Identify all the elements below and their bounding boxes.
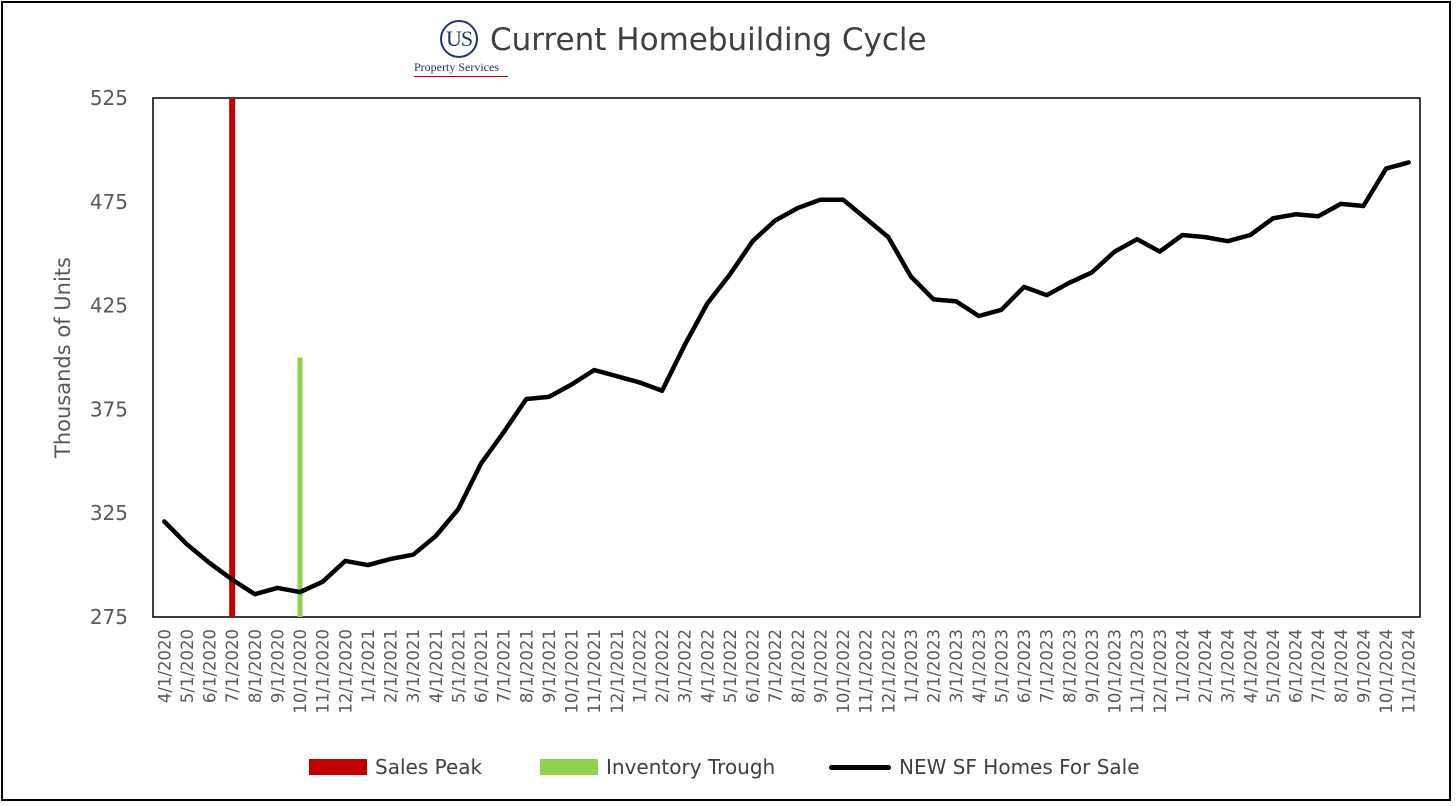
legend-swatch-inventory-trough (540, 759, 598, 775)
y-tick-label: 325 (90, 501, 128, 525)
x-tick-label: 5/1/2020 (178, 629, 197, 703)
x-tick-label: 6/1/2020 (201, 629, 220, 703)
x-tick-label: 10/1/2024 (1377, 629, 1396, 714)
x-tick-label: 12/1/2020 (336, 629, 355, 714)
x-tick-label: 6/1/2024 (1287, 629, 1306, 703)
x-tick-label: 1/1/2023 (902, 629, 921, 703)
legend-label-inventory-trough: Inventory Trough (606, 755, 776, 779)
x-tick-label: 12/1/2022 (879, 629, 898, 714)
legend-item-new-sf-homes: NEW SF Homes For Sale (829, 752, 1140, 782)
x-tick-label: 8/1/2022 (789, 629, 808, 703)
legend: Sales Peak Inventory Trough NEW SF Homes… (0, 752, 1456, 782)
x-tick-label: 2/1/2022 (653, 629, 672, 703)
x-tick-label: 4/1/2021 (427, 629, 446, 703)
x-tick-label: 5/1/2023 (992, 629, 1011, 703)
x-tick-label: 7/1/2024 (1309, 629, 1328, 703)
x-tick-label: 7/1/2022 (766, 629, 785, 703)
x-tick-label: 11/1/2021 (585, 629, 604, 714)
x-tick-label: 3/1/2023 (947, 629, 966, 703)
y-tick-label: 275 (90, 605, 128, 629)
x-tick-label: 6/1/2021 (472, 629, 491, 703)
x-tick-label: 11/1/2020 (314, 629, 333, 714)
y-tick-label: 375 (90, 397, 128, 421)
x-tick-label: 10/1/2023 (1106, 629, 1125, 714)
x-tick-label: 5/1/2024 (1264, 629, 1283, 703)
legend-swatch-sales-peak (309, 759, 367, 775)
plot-area (152, 97, 1421, 618)
x-tick-label: 11/1/2024 (1400, 629, 1419, 714)
x-tick-label: 2/1/2021 (382, 629, 401, 703)
x-tick-label: 8/1/2024 (1332, 629, 1351, 703)
x-tick-label: 5/1/2022 (721, 629, 740, 703)
x-tick-label: 7/1/2023 (1038, 629, 1057, 703)
x-tick-label: 7/1/2021 (495, 629, 514, 703)
logo-mark: US (440, 20, 478, 58)
company-logo: US Property Services (412, 20, 512, 80)
x-tick-label: 3/1/2022 (676, 629, 695, 703)
series-line-new-sf-homes (162, 160, 1411, 597)
x-tick-label: 12/1/2021 (608, 629, 627, 714)
x-tick-label: 9/1/2022 (811, 629, 830, 703)
x-tick-label: 2/1/2023 (925, 629, 944, 703)
legend-item-sales-peak: Sales Peak (309, 752, 482, 782)
x-tick-label: 8/1/2020 (246, 629, 265, 703)
logo-underline (414, 76, 508, 77)
x-tick-label: 1/1/2021 (359, 629, 378, 703)
x-tick-label: 8/1/2021 (517, 629, 536, 703)
x-tick-label: 9/1/2021 (540, 629, 559, 703)
x-tick-label: 9/1/2024 (1354, 629, 1373, 703)
chart-title: Current Homebuilding Cycle (490, 22, 927, 58)
x-tick-label: 3/1/2024 (1219, 629, 1238, 703)
legend-item-inventory-trough: Inventory Trough (540, 752, 775, 782)
x-tick-label: 10/1/2021 (563, 629, 582, 714)
legend-label-new-sf-homes: NEW SF Homes For Sale (899, 755, 1140, 779)
y-tick-label: 525 (90, 86, 128, 110)
x-tick-label: 4/1/2022 (698, 629, 717, 703)
y-tick-label: 475 (90, 190, 128, 214)
x-tick-label: 6/1/2023 (1015, 629, 1034, 703)
x-tick-label: 11/1/2023 (1128, 629, 1147, 714)
x-tick-label: 8/1/2023 (1060, 629, 1079, 703)
x-tick-label: 4/1/2023 (970, 629, 989, 703)
x-tick-label: 9/1/2020 (268, 629, 287, 703)
x-tick-label: 7/1/2020 (223, 629, 242, 703)
x-tick-label: 10/1/2020 (291, 629, 310, 714)
y-axis-label: Thousands of Units (51, 257, 75, 459)
y-tick-label: 425 (90, 294, 128, 318)
x-tick-label: 9/1/2023 (1083, 629, 1102, 703)
x-tick-label: 3/1/2021 (404, 629, 423, 703)
x-tick-label: 6/1/2022 (744, 629, 763, 703)
x-tick-label: 4/1/2020 (155, 629, 174, 703)
legend-swatch-new-sf-homes (829, 764, 891, 770)
x-tick-label: 1/1/2024 (1173, 629, 1192, 703)
x-tick-label: 10/1/2022 (834, 629, 853, 714)
logo-subtitle: Property Services (414, 60, 499, 74)
x-tick-label: 5/1/2021 (449, 629, 468, 703)
legend-label-sales-peak: Sales Peak (375, 755, 483, 779)
x-tick-label: 11/1/2022 (857, 629, 876, 714)
x-tick-label: 2/1/2024 (1196, 629, 1215, 703)
x-tick-label: 12/1/2023 (1151, 629, 1170, 714)
x-tick-label: 4/1/2024 (1241, 629, 1260, 703)
x-tick-label: 1/1/2022 (630, 629, 649, 703)
